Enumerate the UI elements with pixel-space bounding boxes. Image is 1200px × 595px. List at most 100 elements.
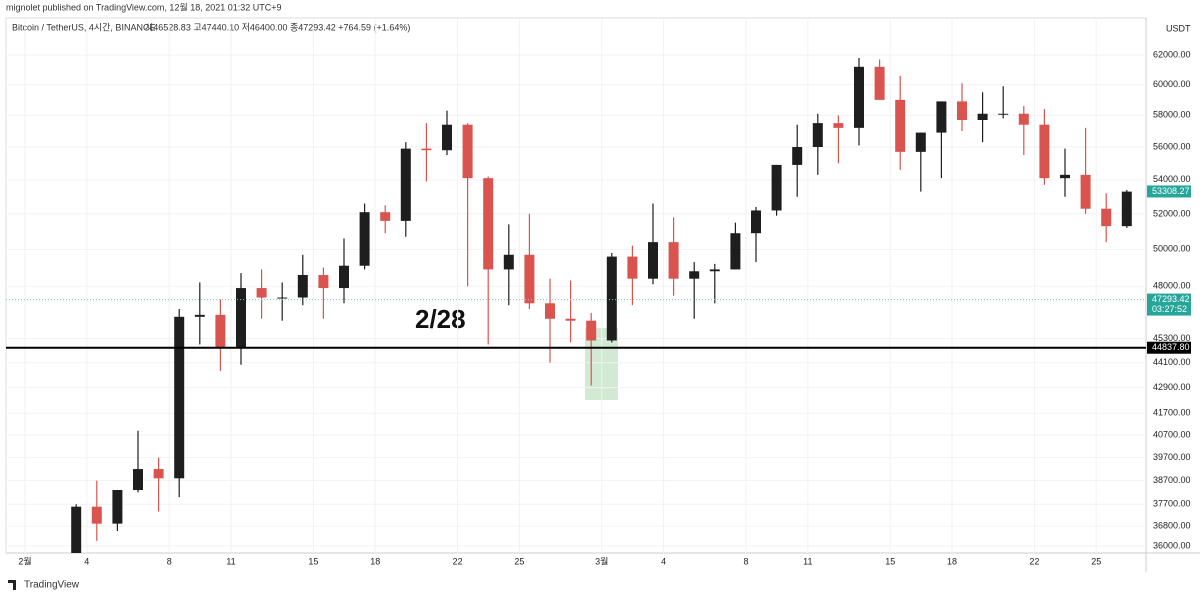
candle-body [339,265,349,289]
x-tick-label: 15 [885,556,895,566]
symbol-title: Bitcoin / TetherUS, 4시간, BINANCE [12,22,155,32]
candle-body [565,318,576,321]
axis-unit: USDT [1166,23,1191,33]
x-tick-label: 18 [370,556,380,566]
candle-body [668,242,679,279]
candle-body [627,256,638,279]
y-tick-label: 45300.00 [1153,333,1191,343]
x-tick-label: 8 [743,556,748,566]
x-tick-label: 3월 [595,555,608,566]
y-tick-label: 42900.00 [1153,382,1191,392]
y-tick-label: 36800.00 [1153,520,1191,530]
y-tick-label: 44100.00 [1153,357,1191,367]
candle-body [503,254,514,270]
candle-body [606,256,617,341]
candle-body [709,269,720,272]
y-tick-label: 54000.00 [1153,174,1191,184]
candle-body [730,233,741,270]
candle-body [1039,124,1050,179]
candle-body [91,506,102,524]
publisher-line: mignolet published on TradingView.com, 1… [6,1,282,12]
candle-body [648,242,658,279]
candle-body [153,469,164,479]
price-tag [1147,185,1191,198]
y-tick-label: 38700.00 [1153,475,1191,485]
x-tick-label: 4 [661,556,666,566]
x-tick-label: 4 [84,556,89,566]
candle-body [915,132,926,152]
candle-body [194,314,205,317]
candle-body [462,124,473,179]
countdown-label: 03:27:52 [1152,304,1187,314]
candle-body [318,274,329,289]
candle-body [1080,174,1091,209]
x-tick-label: 22 [1029,556,1039,566]
current-price-label: 47293.42 [1152,294,1190,304]
x-tick-label: 8 [167,556,172,566]
footer-brand: TradingView [24,580,80,591]
candle-body [483,178,494,270]
y-tick-label: 40700.00 [1153,430,1191,440]
x-tick-label: 15 [308,556,318,566]
candle-body [297,274,308,298]
candle-body [812,123,823,147]
y-tick-label: 62000.00 [1153,49,1191,59]
candle-body [854,66,864,128]
candle-body [895,99,906,152]
candle-body [256,288,267,298]
candle-body [689,271,700,279]
candle-body [277,297,288,299]
price-tag [1147,341,1191,354]
candle-body [442,124,452,151]
candle-body [586,320,597,341]
candle-body [524,254,535,304]
candle-body [771,164,782,211]
y-tick-label: 39700.00 [1153,452,1191,462]
price-tag [1147,293,1191,316]
candle-body [833,123,844,128]
y-tick-label: 60000.00 [1153,79,1191,89]
candle-body [71,506,82,553]
y-tick-label: 37700.00 [1153,499,1191,509]
y-tick-label: 56000.00 [1153,141,1191,151]
candle-body [936,101,947,133]
candle-body [133,469,143,491]
candle-body [174,316,185,479]
candle-body [236,288,246,349]
candle-body [1121,191,1132,227]
candle-body [380,212,391,221]
candle-body [400,148,411,221]
y-tick-label: 58000.00 [1153,110,1191,120]
candle-body [1018,113,1029,125]
candle-body [977,113,988,120]
x-tick-label: 11 [803,556,812,566]
candle-body [1060,174,1070,179]
candle-body [112,490,123,524]
x-tick-label: 22 [453,556,463,566]
candle-body [874,66,885,100]
candle-body [545,303,555,319]
logo [8,580,16,590]
candle-body [751,210,761,234]
x-tick-label: 18 [947,556,957,566]
candle-body [421,148,432,151]
y-tick-label: 52000.00 [1153,208,1191,218]
x-tick-label: 11 [226,556,235,566]
hline-label: 44837.80 [1152,342,1190,352]
last-price-label: 53308.27 [1152,186,1190,196]
candle-body [359,212,370,266]
y-tick-label: 50000.00 [1153,244,1191,254]
y-tick-label: 48000.00 [1153,281,1191,291]
candle-body [792,146,803,165]
x-tick-label: 25 [514,556,524,566]
x-tick-label: 2월 [18,555,31,566]
x-tick-label: 25 [1091,556,1101,566]
candle-body [215,314,226,349]
ohlc-info: 시46528.83 고47440.10 저46400.00 종47293.42 … [145,22,410,32]
candle-body [957,101,967,120]
y-tick-label: 41700.00 [1153,408,1191,418]
y-tick-label: 36000.00 [1153,540,1191,550]
candle-body [1101,208,1112,227]
